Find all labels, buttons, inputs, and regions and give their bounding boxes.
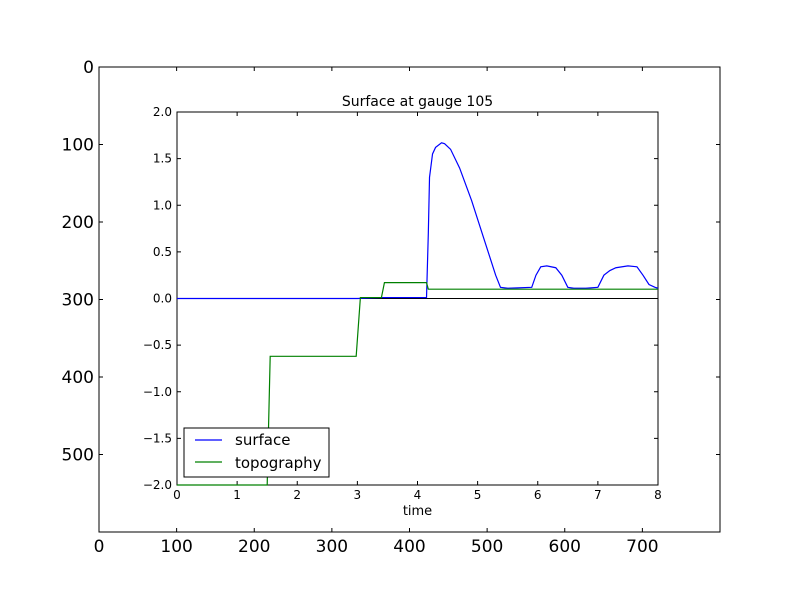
- outer-y-tick-label: 300: [62, 291, 94, 311]
- legend: surface topography: [183, 427, 330, 478]
- x-tick-label: 8: [654, 488, 662, 502]
- inner-y-ticks: 2.0 1.5 1.0 0.5 0.0 −0.5 −1.0 −1.5 −2.0: [143, 105, 658, 492]
- outer-x-ticks: 0 100 200 300 400 500 600 700: [94, 67, 659, 557]
- x-tick-label: 3: [354, 488, 362, 502]
- y-tick-label: 1.0: [153, 198, 172, 212]
- outer-y-tick-label: 200: [62, 213, 94, 233]
- y-tick-label: 1.5: [153, 152, 172, 166]
- y-tick-label: −1.0: [143, 385, 172, 399]
- x-tick-label: 0: [173, 488, 181, 502]
- inner-plot-axes: Surface at gauge 105 time 0 1 2 3 4 5 6 7 8 2.0 1…: [143, 94, 662, 519]
- y-tick-label: −2.0: [143, 478, 172, 492]
- outer-y-tick-label: 500: [62, 446, 94, 466]
- chart-title: Surface at gauge 105: [342, 94, 493, 110]
- y-tick-label: 2.0: [153, 105, 172, 119]
- outer-x-tick-label: 400: [393, 537, 425, 557]
- outer-x-tick-label: 300: [316, 537, 348, 557]
- x-tick-label: 6: [534, 488, 542, 502]
- inner-x-ticks: 0 1 2 3 4 5 6 7 8: [173, 112, 662, 502]
- y-tick-label: 0.5: [153, 245, 172, 259]
- x-axis-label: time: [403, 504, 432, 519]
- y-tick-label: 0.0: [153, 292, 172, 306]
- outer-y-tick-label: 0: [83, 58, 94, 78]
- legend-topography-label: topography: [235, 454, 322, 472]
- outer-x-tick-label: 500: [471, 537, 503, 557]
- outer-y-tick-label: 400: [62, 368, 94, 388]
- outer-y-ticks: 0 100 200 300 400 500: [62, 58, 720, 466]
- outer-x-tick-label: 100: [160, 537, 192, 557]
- x-tick-label: 2: [293, 488, 301, 502]
- y-tick-label: −0.5: [143, 338, 172, 352]
- outer-x-tick-label: 600: [549, 537, 581, 557]
- legend-box: [183, 427, 330, 478]
- outer-y-tick-label: 100: [62, 136, 94, 156]
- outer-x-tick-label: 0: [94, 537, 105, 557]
- legend-surface-label: surface: [235, 431, 290, 449]
- x-tick-label: 1: [233, 488, 241, 502]
- series-line-topography: [177, 282, 658, 486]
- y-tick-label: −1.5: [143, 431, 172, 445]
- outer-x-tick-label: 200: [238, 537, 270, 557]
- series-layer: [177, 142, 659, 486]
- outer-x-tick-label: 700: [626, 537, 658, 557]
- series-line-surface: [177, 142, 659, 300]
- x-tick-label: 7: [594, 488, 602, 502]
- x-tick-label: 4: [414, 488, 422, 502]
- x-tick-label: 5: [474, 488, 482, 502]
